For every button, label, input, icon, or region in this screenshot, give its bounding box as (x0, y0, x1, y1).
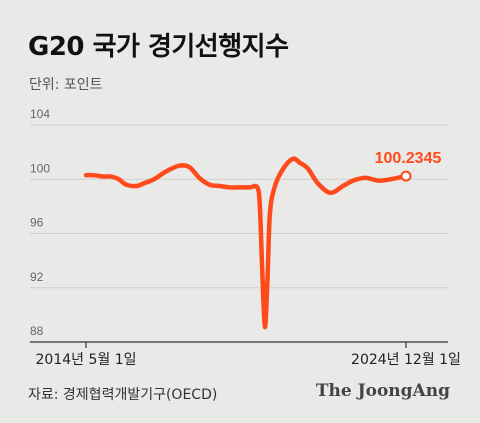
x-tick-label-start: 2014년 5월 1일 (36, 352, 137, 368)
y-tick-labels: 104 100 96 92 88 (30, 107, 50, 338)
x-tick-labels: 2014년 5월 1일 2024년 12월 1일 (36, 352, 461, 368)
end-point-marker (400, 170, 412, 182)
y-tick-label: 92 (30, 270, 44, 284)
brand-logo: The JoongAng (315, 381, 450, 401)
unit-label: 단위: 포인트 (29, 77, 103, 93)
y-tick-label: 88 (30, 324, 44, 338)
y-tick-label: 96 (30, 216, 44, 230)
x-tick-label-end: 2024년 12월 1일 (351, 352, 461, 368)
source-note: 자료: 경제협력개발기구(OECD) (28, 387, 218, 403)
y-tick-label: 104 (30, 107, 50, 121)
end-value-label: 100.2345 (375, 150, 442, 167)
series-layer: 100.2345 (83, 150, 442, 330)
chart-title: G20 국가 경기선행지수 (28, 32, 289, 62)
x-axis (30, 341, 448, 348)
y-tick-label: 100 (30, 161, 50, 175)
series-line (83, 156, 409, 330)
